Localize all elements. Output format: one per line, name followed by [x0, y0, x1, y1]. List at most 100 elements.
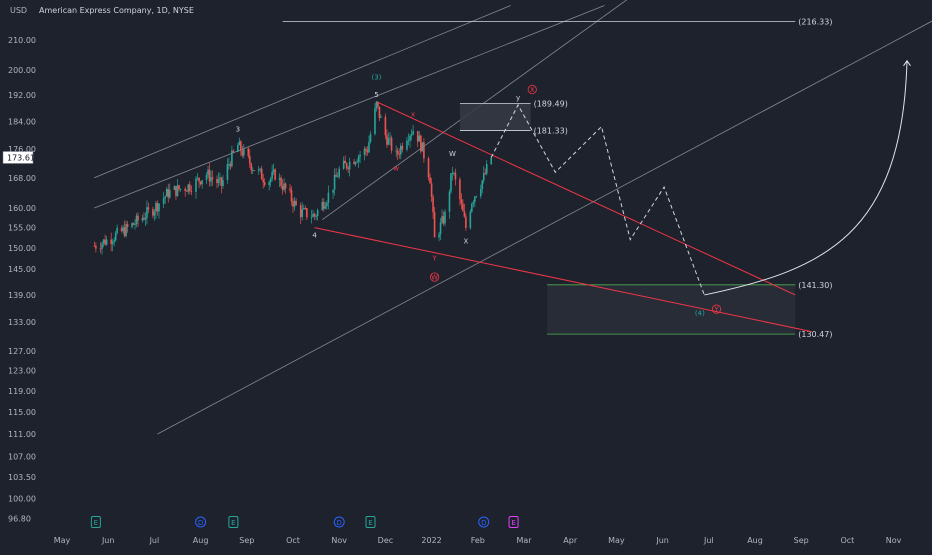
- candle-body: [116, 227, 118, 233]
- level-label-4: (130.47): [798, 330, 832, 339]
- candle-body: [156, 203, 159, 212]
- wave-label-1: 5: [374, 91, 378, 99]
- candle-body: [380, 116, 382, 118]
- y-tick-20: 96.80: [8, 515, 31, 524]
- candle-body: [260, 168, 263, 180]
- earnings-marker-0: [90, 516, 101, 528]
- candle-body: [122, 227, 124, 232]
- candle-body: [110, 239, 112, 245]
- candle-body: [226, 164, 229, 180]
- candle-body: [155, 203, 157, 212]
- candle-body: [395, 150, 397, 152]
- candle-body: [326, 202, 328, 207]
- candle-body: [438, 234, 440, 238]
- candle-body: [332, 189, 334, 193]
- candle-body: [187, 184, 190, 192]
- candle-body: [481, 180, 484, 189]
- chart-title: American Express Company, 1D, NYSE: [39, 6, 194, 15]
- candle-body: [412, 131, 414, 135]
- candle-body: [389, 137, 391, 139]
- candle-body: [418, 135, 421, 142]
- y-tick-18: 103.50: [8, 473, 36, 482]
- candle-body: [169, 190, 171, 198]
- candle-body: [283, 183, 285, 190]
- event-label-5: D: [481, 519, 486, 527]
- candle-body: [211, 177, 214, 180]
- level-label-1: (189.49): [534, 99, 568, 108]
- wave-label-11: X: [530, 86, 535, 94]
- target-zone-0: [459, 103, 531, 131]
- candle-body: [178, 185, 180, 190]
- wave-circle-11: [527, 84, 537, 95]
- candle-body: [281, 186, 284, 190]
- candle-body: [284, 183, 287, 189]
- y-tick-9: 145.00: [8, 265, 36, 274]
- x-tick-17: Oct: [840, 536, 854, 545]
- candle-body: [353, 161, 355, 165]
- y-tick-19: 100.00: [8, 495, 36, 504]
- candle-body: [316, 210, 319, 216]
- y-tick-7: 155.00: [8, 224, 36, 233]
- candle-body: [201, 180, 203, 185]
- event-label-0: E: [94, 519, 98, 527]
- y-tick-6: 160.00: [8, 204, 36, 213]
- candle-body: [336, 176, 339, 178]
- dividend-marker-3: [333, 516, 345, 528]
- candle-body: [453, 172, 455, 174]
- target-zone-1: [547, 284, 796, 335]
- candle-body: [335, 174, 337, 177]
- candle-body: [167, 188, 170, 198]
- candle-body: [348, 161, 351, 170]
- candle-body: [323, 201, 325, 209]
- candle-body: [312, 213, 314, 218]
- candle-body: [363, 148, 366, 155]
- candle-body: [482, 173, 485, 181]
- candle-body: [135, 215, 138, 225]
- candle-body: [198, 177, 200, 182]
- candle-body: [454, 172, 457, 180]
- candle-body: [299, 205, 302, 218]
- candle-body: [356, 161, 358, 163]
- candle-body: [462, 203, 464, 212]
- candle-body: [195, 178, 197, 192]
- x-tick-16: Sep: [794, 536, 809, 545]
- dividend-marker-1: [195, 516, 207, 528]
- candle-body: [416, 131, 419, 142]
- wave-label-6: W: [449, 150, 456, 158]
- wave-label-0: (3): [371, 73, 381, 81]
- candle-body: [222, 179, 224, 187]
- candle-body: [342, 160, 345, 169]
- candle-body: [338, 168, 340, 177]
- candle-body: [433, 212, 436, 238]
- wave-circle-8: [429, 272, 440, 282]
- candle-body: [280, 177, 282, 187]
- x-tick-3: Aug: [193, 536, 209, 545]
- candle-body: [471, 203, 473, 212]
- current-price-label: 173.61: [7, 153, 35, 162]
- candle-body: [219, 177, 221, 180]
- candle-body: [484, 173, 487, 174]
- x-tick-1: Jun: [101, 536, 115, 545]
- candle-body: [243, 148, 245, 156]
- candle-body: [253, 170, 256, 172]
- event-label-6: E: [511, 519, 515, 527]
- candle-body: [469, 211, 472, 228]
- candle-body: [430, 183, 433, 197]
- event-label-2: E: [231, 519, 235, 527]
- level-label-0: (216.33): [798, 17, 832, 26]
- candle-body: [324, 206, 327, 209]
- candle-body: [205, 174, 208, 181]
- candle-body: [375, 101, 378, 109]
- candle-body: [460, 199, 463, 204]
- candle-body: [241, 151, 244, 156]
- candle-body: [237, 145, 239, 152]
- candle-body: [441, 216, 443, 223]
- candle-body: [295, 200, 297, 206]
- candle-body: [366, 150, 369, 153]
- candle-body: [472, 201, 475, 204]
- candle-body: [409, 135, 411, 141]
- candle-body: [365, 148, 367, 151]
- candle-body: [190, 191, 193, 192]
